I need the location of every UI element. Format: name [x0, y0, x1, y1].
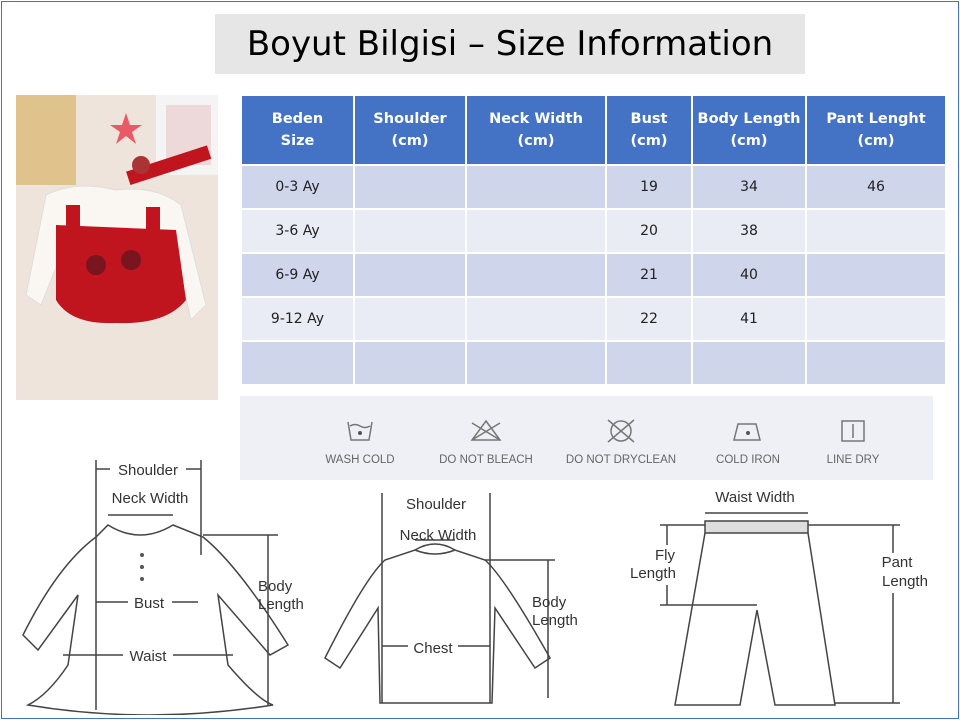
- table-cell: 41: [691, 296, 807, 342]
- table-cell: [691, 340, 807, 386]
- column-header-line: Beden: [271, 111, 324, 127]
- column-header: Pant Lenght (cm): [805, 94, 947, 166]
- column-header-line: Pant Lenght: [826, 111, 926, 127]
- table-cell: 19: [605, 164, 693, 210]
- column-header: Neck Width (cm): [465, 94, 607, 166]
- table-row: 0-3 Ay 19 34 46: [240, 164, 947, 210]
- table-row: 9-12 Ay 22 41: [240, 296, 947, 342]
- column-header: Bust (cm): [605, 94, 693, 166]
- column-header-line: (cm): [630, 133, 668, 149]
- body-length-label-2: Length: [258, 596, 304, 613]
- table-cell: 0-3 Ay: [240, 164, 355, 210]
- table-cell: [353, 164, 467, 210]
- column-header: Body Length (cm): [691, 94, 807, 166]
- table-cell: 38: [691, 208, 807, 254]
- table-cell: [465, 208, 607, 254]
- table-cell: 22: [605, 296, 693, 342]
- table-cell: 34: [691, 164, 807, 210]
- table-cell: 9-12 Ay: [240, 296, 355, 342]
- dress-diagram: Shoulder Neck Width Bust Waist Body Leng…: [22, 460, 304, 715]
- table-row: [240, 340, 947, 386]
- column-header-line: (cm): [857, 133, 895, 149]
- table-cell: 46: [805, 164, 947, 210]
- table-cell: 20: [605, 208, 693, 254]
- table-cell: [353, 340, 467, 386]
- shoulder-label: Shoulder: [406, 496, 466, 513]
- table-cell: [465, 340, 607, 386]
- column-header-line: (cm): [517, 133, 555, 149]
- column-header-line: Bust: [630, 111, 668, 127]
- table-cell: [605, 340, 693, 386]
- table-cell: [805, 296, 947, 342]
- table-cell: [465, 164, 607, 210]
- care-instructions: WASH COLD DO NOT BLEACH DO NOT DRYCLEAN …: [240, 396, 933, 480]
- column-header-line: (cm): [730, 133, 768, 149]
- care-label: WASH COLD: [325, 454, 395, 466]
- table-cell: [465, 252, 607, 298]
- column-header-line: Shoulder: [373, 111, 447, 127]
- care-label: COLD IRON: [716, 454, 780, 466]
- waist-label: Waist: [130, 648, 168, 665]
- body-length-label-2: Length: [532, 612, 578, 629]
- column-header-line: (cm): [391, 133, 429, 149]
- neck-width-label: Neck Width: [112, 490, 189, 507]
- product-photo: [16, 95, 218, 400]
- body-length-label: Body: [258, 578, 293, 595]
- column-header-line: Neck Width: [489, 111, 583, 127]
- shoulder-label: Shoulder: [118, 462, 178, 479]
- table-cell: 40: [691, 252, 807, 298]
- neck-width-label: Neck Width: [400, 527, 477, 544]
- cold-iron-icon: [733, 423, 761, 441]
- waist-width-label: Waist Width: [715, 489, 794, 506]
- column-header: Beden Size: [240, 94, 355, 166]
- pants-diagram: Waist Width Fly Length Pant Length: [627, 489, 933, 706]
- table-cell: [465, 296, 607, 342]
- shirt-diagram: Shoulder Neck Width Chest Body Length: [324, 493, 578, 704]
- care-item: COLD IRON: [683, 418, 813, 466]
- table-cell: 6-9 Ay: [240, 252, 355, 298]
- care-item: WASH COLD: [295, 418, 425, 466]
- do-not-dryclean-icon: [607, 419, 635, 443]
- table-cell: [805, 252, 947, 298]
- table-row: 6-9 Ay 21 40: [240, 252, 947, 298]
- bust-label: Bust: [134, 595, 165, 612]
- care-item: DO NOT BLEACH: [421, 418, 551, 466]
- care-label: DO NOT DRYCLEAN: [565, 454, 677, 466]
- wash-cold-icon: [347, 421, 373, 441]
- fly-length-label: Fly: [655, 547, 675, 564]
- fly-length-label-2: Length: [630, 565, 676, 582]
- table-cell: 3-6 Ay: [240, 208, 355, 254]
- column-header: Shoulder (cm): [353, 94, 467, 166]
- table-cell: [805, 208, 947, 254]
- table-header-row: Beden Size Shoulder (cm) Neck Width (cm) Bust (…: [240, 94, 947, 166]
- table-cell: [805, 340, 947, 386]
- body-length-label: Body: [532, 594, 567, 611]
- table-cell: [353, 252, 467, 298]
- care-label: LINE DRY: [826, 454, 880, 466]
- pant-length-label: Pant: [882, 554, 914, 571]
- care-label: DO NOT BLEACH: [439, 454, 533, 466]
- size-table: Beden Size Shoulder (cm) Neck Width (cm) Bust (…: [240, 94, 947, 386]
- page-title: Boyut Bilgisi – Size Information: [215, 14, 805, 74]
- table-cell: [353, 208, 467, 254]
- table-cell: 21: [605, 252, 693, 298]
- do-not-bleach-icon: [470, 419, 502, 441]
- table-cell: [240, 340, 355, 386]
- care-item: DO NOT DRYCLEAN: [556, 418, 686, 466]
- table-row: 3-6 Ay 20 38: [240, 208, 947, 254]
- column-header-line: Body Length: [697, 111, 801, 127]
- column-header-line: Size: [280, 133, 315, 149]
- table-cell: [353, 296, 467, 342]
- chest-label: Chest: [413, 640, 453, 657]
- pant-length-label-2: Length: [882, 573, 928, 590]
- line-dry-icon: [841, 420, 865, 442]
- care-item: LINE DRY: [788, 418, 918, 466]
